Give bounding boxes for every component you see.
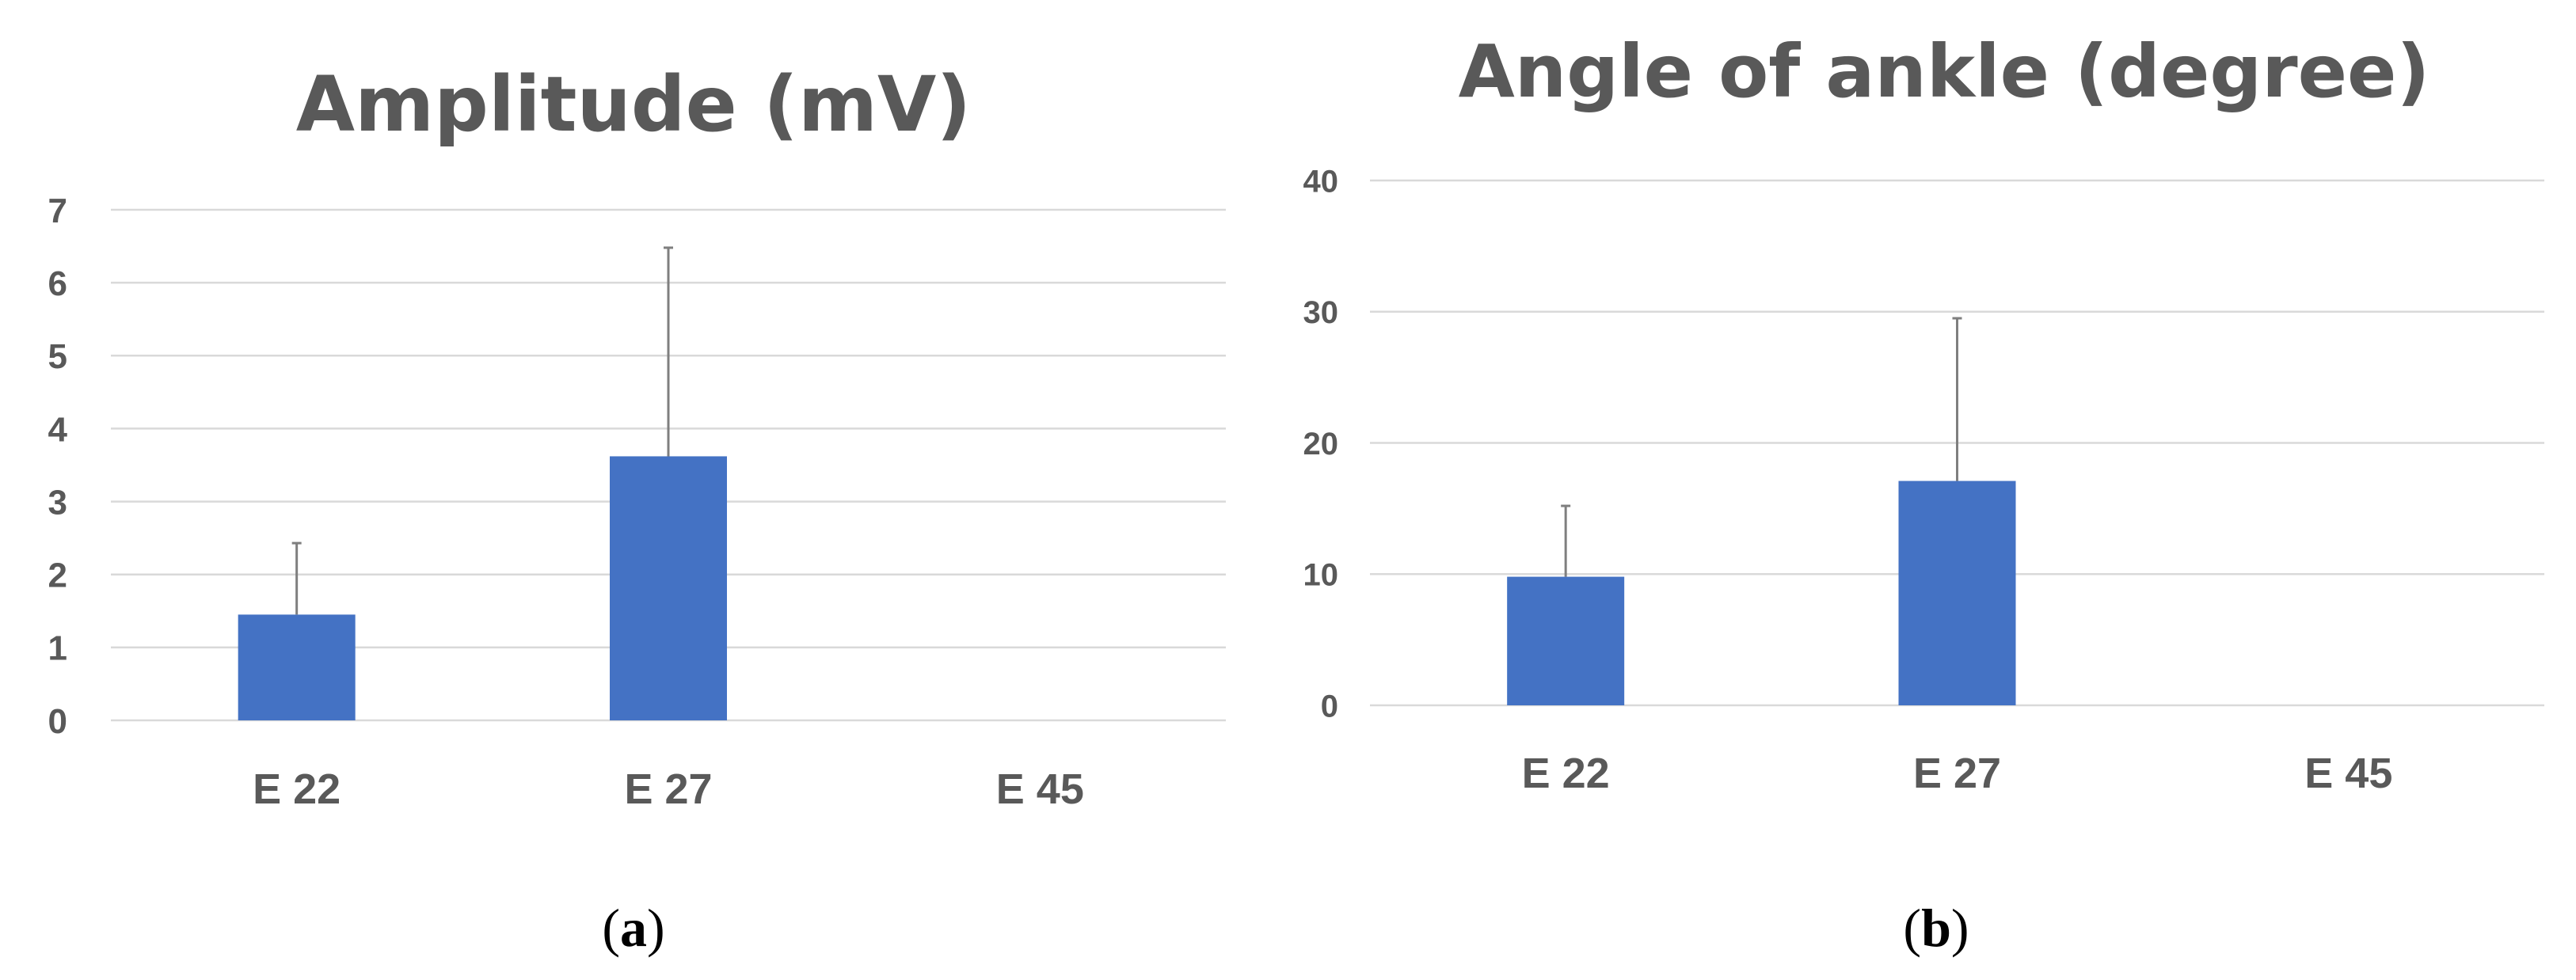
chart-title: Amplitude (mV) bbox=[296, 60, 971, 149]
x-tick-label: E 22 bbox=[253, 765, 341, 813]
panel-label: (a) bbox=[602, 898, 664, 958]
y-tick-label: 20 bbox=[1303, 427, 1339, 462]
y-tick-label: 1 bbox=[48, 629, 67, 668]
y-tick-label: 0 bbox=[1321, 689, 1338, 724]
bar bbox=[1898, 481, 2016, 705]
x-tick-label: E 27 bbox=[624, 765, 712, 813]
y-axis-ticks: 0 10 20 30 40 bbox=[1303, 164, 1339, 724]
y-tick-label: 2 bbox=[48, 556, 67, 595]
x-axis-ticks: E 22 E 27 E 45 bbox=[1522, 750, 2393, 797]
x-tick-label: E 22 bbox=[1522, 750, 1610, 797]
bar bbox=[610, 456, 727, 720]
y-tick-label: 4 bbox=[48, 410, 68, 449]
y-tick-label: 30 bbox=[1303, 295, 1339, 330]
error-bars bbox=[291, 246, 673, 615]
y-tick-label: 10 bbox=[1303, 558, 1339, 593]
panel-label: (b) bbox=[1903, 898, 1969, 958]
bar bbox=[238, 614, 356, 720]
error-bars bbox=[1561, 317, 1962, 577]
chart-title: Angle of ankle (degree) bbox=[1459, 29, 2430, 114]
y-tick-label: 0 bbox=[48, 702, 67, 741]
y-tick-label: 7 bbox=[48, 192, 67, 230]
y-tick-label: 6 bbox=[48, 264, 67, 303]
chart-panel-a: Amplitude (mV) 0 1 2 3 4 5 6 7 E 22 E 27 E 45 (a) bbox=[48, 60, 1226, 958]
y-tick-label: 3 bbox=[48, 483, 67, 522]
x-tick-label: E 45 bbox=[2304, 750, 2392, 797]
x-tick-label: E 27 bbox=[1913, 750, 2001, 797]
bars bbox=[238, 456, 727, 720]
panel-label-letter: a bbox=[620, 898, 647, 958]
y-tick-label: 5 bbox=[48, 337, 67, 376]
y-axis-ticks: 0 1 2 3 4 5 6 7 bbox=[48, 192, 68, 741]
y-tick-label: 40 bbox=[1303, 164, 1339, 199]
panel-label-letter: b bbox=[1921, 898, 1951, 958]
x-axis-ticks: E 22 E 27 E 45 bbox=[253, 765, 1084, 813]
bars bbox=[1507, 481, 2016, 705]
bar bbox=[1507, 576, 1625, 705]
x-tick-label: E 45 bbox=[996, 765, 1084, 813]
